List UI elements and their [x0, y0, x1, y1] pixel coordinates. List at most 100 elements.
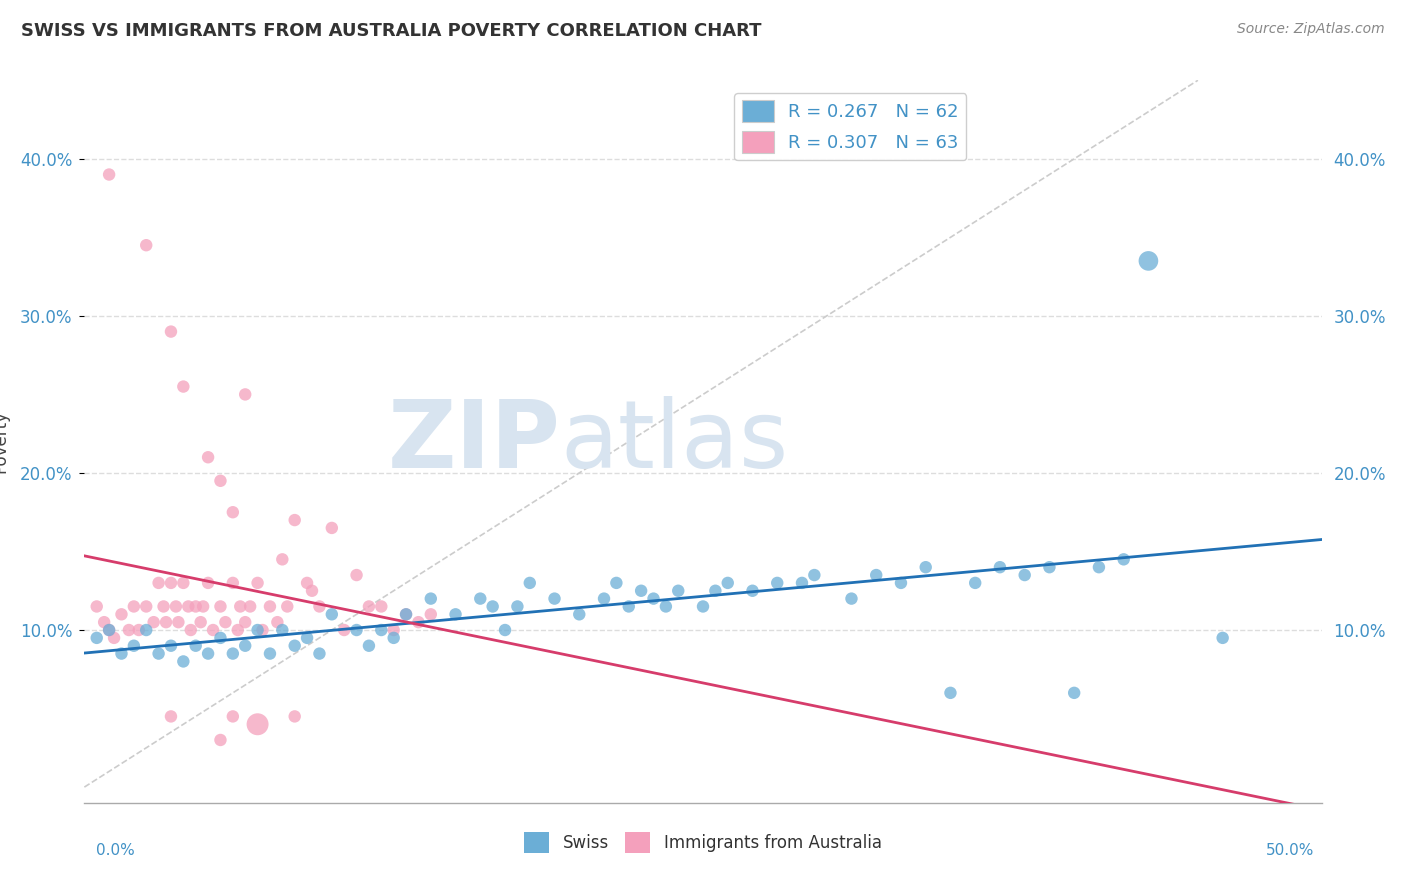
Point [142, 615, 165, 630]
Point [803, 568, 825, 582]
Point [222, 709, 245, 723]
Point [222, 575, 245, 590]
Point [266, 615, 288, 630]
Point [506, 599, 529, 614]
Point [617, 599, 640, 614]
Point [321, 607, 343, 622]
Point [160, 575, 183, 590]
Point [184, 639, 207, 653]
Point [395, 607, 418, 622]
Point [148, 575, 170, 590]
Point [110, 647, 132, 661]
Point [308, 647, 330, 661]
Text: 50.0%: 50.0% [1267, 843, 1315, 858]
Point [419, 591, 441, 606]
Point [643, 591, 665, 606]
Point [1088, 560, 1111, 574]
Point [202, 623, 225, 637]
Point [110, 607, 132, 622]
Point [172, 655, 194, 669]
Point [301, 583, 323, 598]
Point [790, 575, 813, 590]
Point [741, 583, 763, 598]
Point [135, 623, 157, 637]
Point [308, 599, 330, 614]
Point [357, 639, 380, 653]
Point [370, 599, 392, 614]
Point [246, 623, 269, 637]
Point [1212, 631, 1234, 645]
Point [172, 379, 194, 393]
Point [155, 615, 177, 630]
Point [160, 709, 183, 723]
Point [295, 631, 318, 645]
Point [160, 639, 183, 653]
Point [284, 513, 307, 527]
Point [135, 599, 157, 614]
Point [271, 552, 294, 566]
Point [370, 623, 392, 637]
Point [165, 599, 187, 614]
Point [233, 615, 256, 630]
Point [1063, 686, 1085, 700]
Point [86, 631, 108, 645]
Point [160, 325, 183, 339]
Point [191, 599, 214, 614]
Point [122, 639, 145, 653]
Point [209, 474, 232, 488]
Point [239, 599, 262, 614]
Text: Source: ZipAtlas.com: Source: ZipAtlas.com [1237, 22, 1385, 37]
Point [717, 575, 740, 590]
Point [655, 599, 678, 614]
Point [103, 631, 125, 645]
Text: ZIP: ZIP [388, 395, 561, 488]
Point [222, 505, 245, 519]
Point [209, 599, 232, 614]
Point [382, 623, 405, 637]
Point [226, 623, 249, 637]
Point [128, 623, 150, 637]
Point [284, 639, 307, 653]
Point [229, 599, 252, 614]
Point [593, 591, 616, 606]
Point [408, 615, 430, 630]
Point [214, 615, 236, 630]
Point [98, 623, 121, 637]
Point [630, 583, 652, 598]
Point [93, 615, 115, 630]
Point [333, 623, 356, 637]
Point [481, 599, 503, 614]
Point [295, 575, 318, 590]
Point [865, 568, 887, 582]
Point [233, 387, 256, 401]
Text: 0.0%: 0.0% [96, 843, 135, 858]
Point [190, 615, 212, 630]
Point [167, 615, 190, 630]
Point [382, 631, 405, 645]
Point [1038, 560, 1060, 574]
Point [259, 599, 281, 614]
Point [1112, 552, 1135, 566]
Point [395, 607, 418, 622]
Point [148, 647, 170, 661]
Point [914, 560, 936, 574]
Point [357, 599, 380, 614]
Point [543, 591, 565, 606]
Point [184, 599, 207, 614]
Y-axis label: Poverty: Poverty [0, 410, 8, 473]
Point [444, 607, 467, 622]
Point [177, 599, 200, 614]
Point [766, 575, 789, 590]
Point [98, 623, 121, 637]
Point [118, 623, 141, 637]
Point [180, 623, 202, 637]
Point [271, 623, 294, 637]
Point [86, 599, 108, 614]
Point [209, 733, 232, 747]
Point [233, 639, 256, 653]
Point [519, 575, 541, 590]
Point [252, 623, 274, 637]
Point [98, 168, 121, 182]
Point [494, 623, 516, 637]
Point [605, 575, 627, 590]
